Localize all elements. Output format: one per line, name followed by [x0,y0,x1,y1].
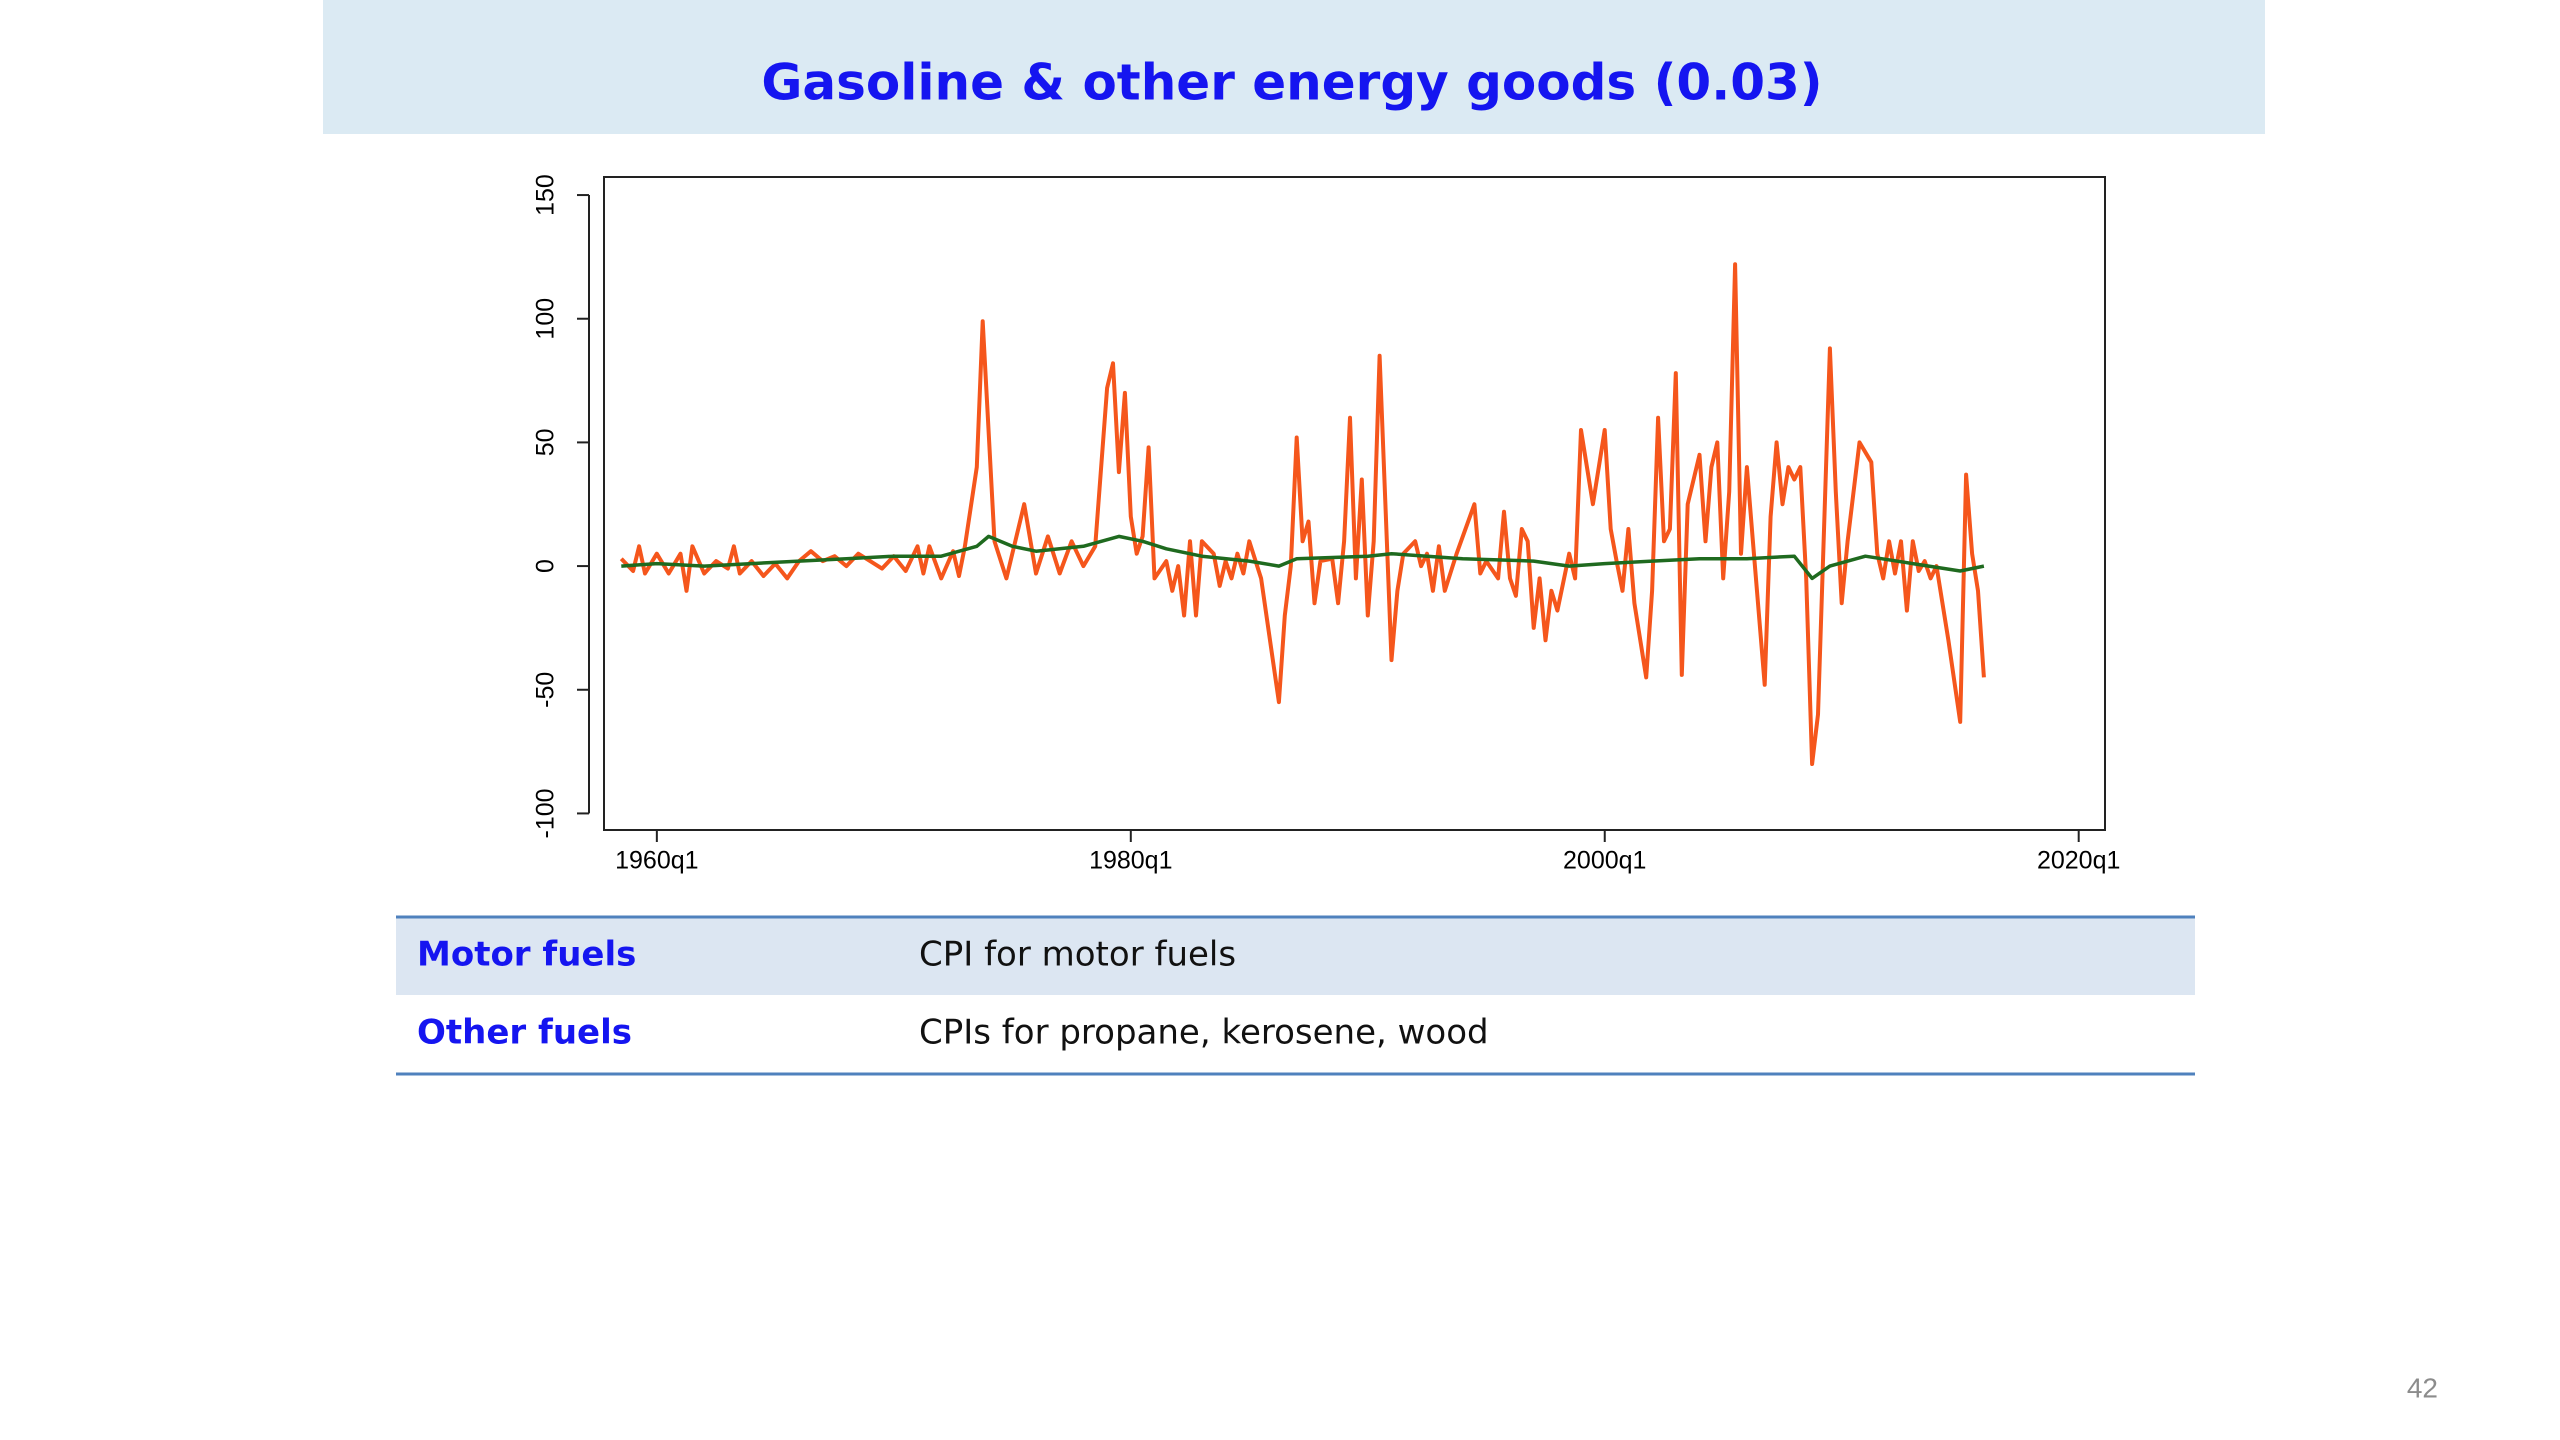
y-tick-label: 0 [532,559,560,573]
page-number: 42 [2407,1372,2438,1403]
table-cell: CPI for motor fuels [919,935,1236,975]
series-line [621,534,1985,581]
table-cell: CPIs for propane, kerosene, wood [919,1013,1489,1053]
y-tick-label: 100 [532,298,560,340]
x-tick-label: 2020q1 [2037,847,2120,875]
table-cell: Other fuels [417,1013,632,1053]
x-tick-label: 1960q1 [615,847,698,875]
x-tick-label: 1980q1 [1089,847,1172,875]
y-tick-label: 150 [532,174,560,216]
y-tick-label: -50 [532,672,560,708]
table-cell: Motor fuels [417,935,636,975]
y-tick-label: -100 [532,788,560,838]
title-band [323,0,2265,134]
x-tick-label: 2000q1 [1563,847,1646,875]
y-tick-label: 50 [532,428,560,456]
plot-frame [603,176,2106,831]
chart: -100 -50 0 50 100 150 1960q1 1980q1 2000q1 2020q1 [532,174,2121,874]
series-line [619,262,1986,766]
slide-title: Gasoline & other energy goods (0.03) [761,54,1822,112]
table-row-shade [396,917,2195,995]
